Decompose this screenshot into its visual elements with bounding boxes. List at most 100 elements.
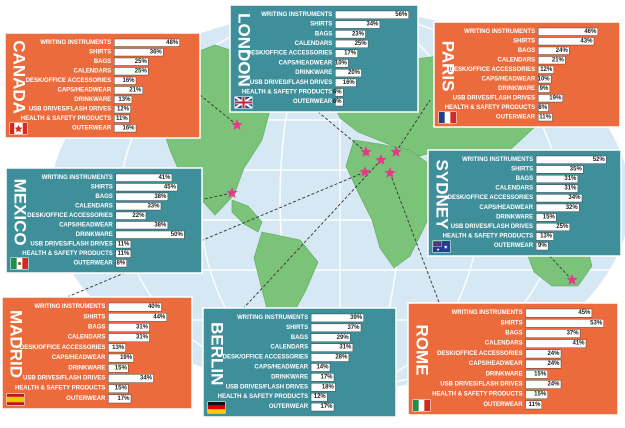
bar-value-label: 10% — [538, 76, 551, 82]
city-panels: CANADA WRITING INSTRUMENTS 48% SHIRTS 36% BAG… — [1, 4, 622, 418]
category-label: SHIRTS — [513, 38, 535, 44]
bar-value-label: 17% — [117, 396, 130, 402]
bar-value-label: 45% — [164, 184, 177, 190]
bar-value-label: 32% — [566, 205, 579, 211]
bar — [108, 343, 126, 353]
city-title: MADRID — [7, 310, 26, 378]
bar — [525, 339, 587, 349]
category-label: CAPS/HEADWEAR — [254, 364, 308, 370]
category-label: USB DRIVES/FLASH DRIVES — [250, 80, 332, 86]
bar-value-label: 15% — [534, 392, 547, 398]
category-label: USB DRIVES/FLASH DRIVES — [226, 384, 308, 390]
bar — [115, 192, 169, 201]
panel-background — [1, 296, 193, 410]
bar — [525, 390, 548, 400]
category-label: WRITING INSTRUMENTS — [464, 29, 535, 35]
bar — [335, 39, 369, 48]
bar-value-label: 25% — [135, 59, 148, 65]
bar — [535, 194, 583, 203]
bar — [335, 88, 344, 97]
bar-value-label: 9% — [540, 86, 549, 92]
category-label: BAGS — [505, 331, 522, 337]
bar-value-label: 25% — [355, 41, 368, 47]
bar-value-label: 24% — [547, 382, 560, 388]
panel-rome: ROME WRITING INSTRUMENTS 45% SHIRTS 53% BAGS 3… — [407, 302, 619, 416]
category-label: SHIRTS — [511, 166, 533, 172]
bar — [115, 211, 147, 220]
canada-flag — [9, 122, 28, 135]
category-label: DESK/OFFICE ACCESSORIES — [247, 51, 332, 57]
category-label: DRINKWARE — [68, 365, 105, 371]
bar — [310, 323, 362, 332]
bar-value-label: 52% — [593, 157, 606, 163]
category-label: USB DRIVES/FLASH DRIVES — [453, 95, 535, 101]
bar — [108, 364, 129, 373]
category-label: DESK/OFFICE ACCESSORIES — [27, 213, 112, 219]
bar — [537, 37, 595, 46]
connector-line — [199, 94, 238, 126]
mexico-flag — [10, 257, 29, 270]
category-label: WRITING INSTRUMENTS — [40, 40, 111, 46]
bar-value-label: 48% — [166, 40, 179, 46]
city-title: PARIS — [439, 41, 458, 92]
connector-line — [199, 192, 233, 201]
city-title: CANADA — [10, 40, 29, 114]
category-label: BAGS — [291, 335, 308, 341]
category-label: USB DRIVES/FLASH DRIVES — [451, 224, 533, 230]
bar — [113, 48, 164, 57]
city-title: SYDNEY — [433, 160, 452, 231]
category-label: CAPS/HEADWEAR — [469, 361, 523, 367]
bar — [113, 57, 149, 66]
category-label: WRITING INSTRUMENTS — [462, 157, 533, 163]
city-star-marker — [226, 187, 238, 198]
bar — [115, 230, 185, 239]
bar — [335, 20, 381, 29]
category-label: HEALTH & SAFETY PRODUCTS — [242, 89, 332, 95]
bar — [310, 402, 335, 412]
bar-value-label: 31% — [564, 186, 577, 192]
bar — [537, 56, 566, 65]
category-label: HEALTH & SAFETY PRODUCTS — [22, 251, 112, 257]
category-label: SHIRTS — [89, 49, 111, 55]
category-label: CALENDARS — [270, 345, 308, 351]
bar — [525, 319, 604, 328]
bar-value-label: 34% — [366, 22, 379, 28]
category-label: WRITING INSTRUMENTS — [261, 12, 332, 18]
bar — [525, 308, 593, 318]
category-label: BAGS — [88, 325, 105, 331]
city-star-marker — [359, 166, 371, 177]
bar-value-label: 12% — [117, 106, 130, 112]
bar-value-label: 11% — [116, 116, 128, 122]
category-label: SHIRTS — [501, 320, 523, 326]
landmass — [231, 199, 263, 233]
bar — [310, 353, 350, 362]
category-label: SHIRTS — [91, 184, 113, 190]
city-title: BERLIN — [208, 322, 227, 385]
category-label: USB DRIVES/FLASH DRIVES — [30, 241, 112, 247]
category-label: CAPS/HEADWEAR — [52, 355, 106, 361]
category-label: HEALTH & SAFETY PRODUCTS — [15, 386, 105, 392]
bar — [113, 105, 131, 114]
bar — [310, 393, 328, 402]
bar-value-label: 31% — [136, 335, 149, 341]
bar-value-label: 15% — [115, 365, 128, 371]
bar-value-label: 33% — [147, 203, 160, 209]
bar-value-label: 9% — [538, 243, 547, 249]
category-label: CALENDARS — [295, 41, 333, 47]
bar — [115, 240, 132, 249]
bar-value-label: 53% — [590, 320, 603, 326]
bar — [108, 302, 162, 312]
category-label: CAPS/HEADWEAR — [279, 60, 333, 66]
bar-value-label: 10% — [335, 60, 348, 66]
bar — [335, 59, 349, 68]
bar-value-label: 35% — [570, 166, 583, 172]
panel-mexico: MEXICO WRITING INSTRUMENTS 41% SHIRTS 45% BAG… — [5, 167, 203, 274]
category-label: DESK/OFFICE ACCESSORIES — [20, 345, 105, 351]
connector-line — [59, 171, 366, 301]
bar — [335, 10, 409, 19]
australia-flag — [432, 240, 451, 253]
city-star-marker — [360, 146, 372, 157]
bar-value-label: 44% — [153, 314, 166, 320]
category-label: DRINKWARE — [496, 214, 533, 220]
bar-value-label: 11% — [539, 114, 551, 120]
